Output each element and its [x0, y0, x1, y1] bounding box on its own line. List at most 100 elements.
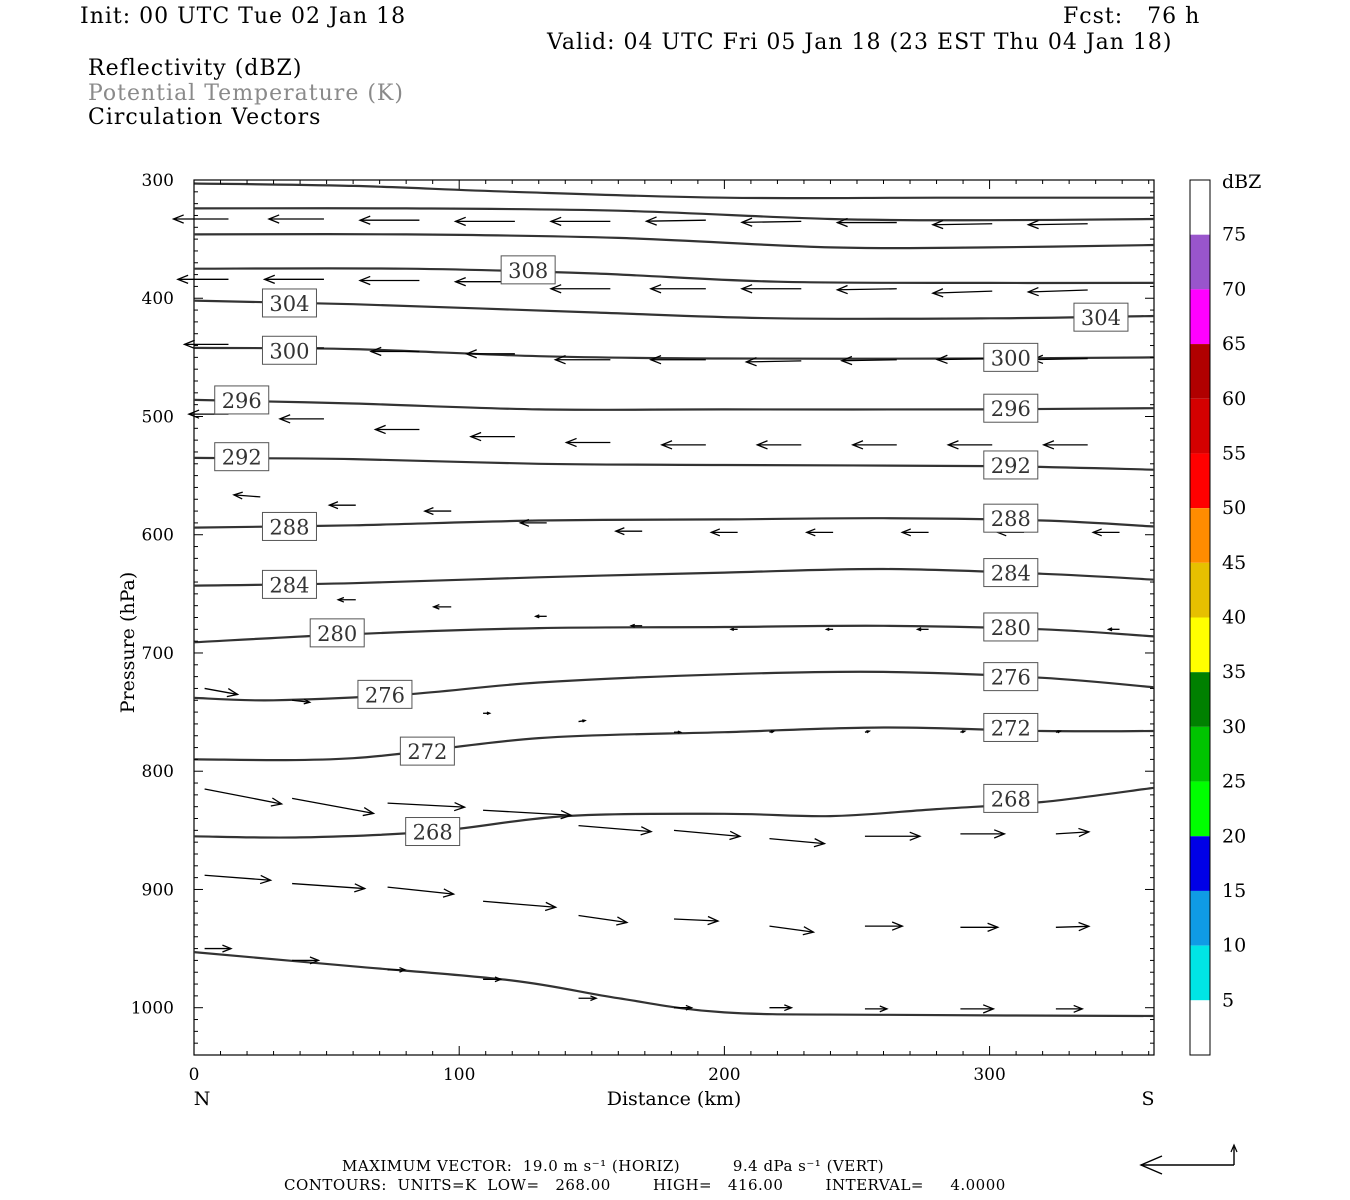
y-tick-label: 800	[142, 762, 174, 782]
circulation-vector	[176, 274, 229, 285]
circulation-vector	[740, 217, 802, 227]
y-tick-label: 600	[142, 526, 174, 546]
circulation-vector	[931, 219, 993, 230]
svg-text:304: 304	[269, 292, 309, 316]
x-tick-label: 300	[973, 1065, 1005, 1085]
colorbar-swatch	[1190, 672, 1210, 727]
circulation-vector	[835, 217, 897, 228]
y-tick-label: 300	[142, 171, 174, 191]
contour-label: 280	[983, 612, 1039, 642]
colorbar-level-label: 5	[1222, 989, 1234, 1011]
circulation-vector	[769, 837, 827, 848]
circulation-vector	[578, 914, 629, 926]
field-potential-temperature: Potential Temperature (K)	[88, 81, 404, 106]
circulation-vector	[864, 921, 905, 931]
circulation-vector	[336, 596, 356, 603]
circulation-vector	[674, 730, 683, 734]
y-tick-label: 900	[142, 880, 174, 900]
circulation-vector	[1091, 528, 1120, 537]
circulation-vector	[518, 518, 547, 527]
circulation-vector	[614, 527, 643, 536]
theta-contour-line	[193, 182, 1154, 200]
circulation-vector	[649, 355, 706, 365]
svg-text:308: 308	[508, 259, 548, 283]
theta-contour-line	[193, 951, 1155, 1018]
svg-text:292: 292	[991, 454, 1031, 478]
circulation-vector	[358, 215, 420, 225]
contour-label: 288	[983, 503, 1039, 533]
circulation-vector	[182, 339, 229, 350]
contour-label: 300	[261, 335, 317, 365]
colorbar-level-label: 35	[1222, 661, 1246, 683]
circulation-vector	[387, 966, 407, 973]
contour-label: 288	[261, 511, 317, 541]
circulation-vector	[204, 874, 273, 885]
contour-label: 268	[405, 817, 461, 847]
circulation-vector	[469, 431, 515, 442]
circulation-vector	[1026, 286, 1088, 297]
svg-text:268: 268	[991, 787, 1031, 811]
circulation-vector	[373, 424, 420, 435]
contour-label: 268	[983, 783, 1039, 813]
colorbar-swatch	[1190, 562, 1210, 618]
valid-time: Valid: 04 UTC Fri 05 Jan 18 (23 EST Thu …	[547, 30, 1173, 55]
colorbar-level-label: 60	[1222, 388, 1246, 410]
svg-text:304: 304	[1081, 306, 1121, 330]
circulation-vector	[1026, 219, 1088, 230]
forecast-hour: Fcst: 76 h	[1063, 4, 1201, 29]
circulation-vector	[629, 623, 643, 628]
circulation-vector	[578, 719, 587, 723]
circulation-vector	[960, 730, 967, 734]
circulation-vector	[740, 284, 802, 294]
contour-label: 308	[500, 255, 556, 285]
circulation-vector	[204, 788, 284, 807]
circulation-vector	[204, 687, 240, 698]
circulation-vector	[464, 349, 515, 359]
x-tick-label: 100	[443, 1065, 475, 1085]
circulation-vector	[804, 528, 834, 537]
circulation-vector	[292, 882, 367, 893]
circulation-vector	[262, 274, 324, 285]
contour-label: 284	[983, 558, 1039, 588]
circulation-vector	[960, 829, 1007, 839]
circulation-vector	[864, 831, 922, 841]
colorbar-swatch	[1190, 890, 1210, 946]
circulation-vector	[549, 216, 611, 227]
svg-text:276: 276	[365, 683, 405, 707]
svg-text:300: 300	[991, 346, 1031, 370]
svg-text:280: 280	[317, 622, 357, 646]
colorbar-level-label: 55	[1222, 442, 1246, 464]
circulation-vector	[900, 528, 929, 537]
colorbar-swatch	[1190, 289, 1210, 345]
circulation-vector	[292, 698, 312, 705]
contour-label: 296	[983, 393, 1039, 423]
circulation-vector	[564, 437, 611, 448]
contour-label: 304	[261, 288, 317, 318]
circulation-vector	[292, 797, 376, 817]
colorbar-level-label: 50	[1222, 497, 1246, 519]
colorbar-swatch	[1190, 234, 1210, 290]
circulation-vector	[644, 216, 706, 226]
circulation-vector	[851, 440, 897, 450]
circulation-vector	[915, 627, 929, 632]
svg-text:288: 288	[991, 507, 1031, 531]
svg-text:296: 296	[991, 397, 1031, 421]
circulation-vector	[431, 603, 452, 610]
contour-label: 272	[399, 736, 455, 766]
contour-label: 276	[357, 679, 413, 709]
colorbar-swatch	[1190, 1000, 1210, 1055]
x-tick-label: 200	[708, 1065, 740, 1085]
circulation-vector	[483, 976, 503, 983]
circulation-vector	[533, 614, 547, 619]
colorbar-level-label: 25	[1222, 771, 1246, 793]
circulation-vector	[824, 627, 834, 632]
colorbar-swatch	[1190, 726, 1210, 782]
colorbar-level-label: 10	[1222, 935, 1246, 957]
circulation-vector	[649, 284, 706, 294]
svg-text:272: 272	[407, 740, 447, 764]
contour-label: 272	[983, 712, 1039, 742]
max-vector-note: MAXIMUM VECTOR: 19.0 m s⁻¹ (HORIZ) 9.4 d…	[342, 1157, 885, 1175]
north-label: N	[194, 1088, 211, 1110]
circulation-vector	[673, 915, 720, 926]
